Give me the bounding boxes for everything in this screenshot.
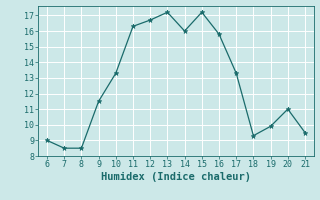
X-axis label: Humidex (Indice chaleur): Humidex (Indice chaleur) (101, 172, 251, 182)
